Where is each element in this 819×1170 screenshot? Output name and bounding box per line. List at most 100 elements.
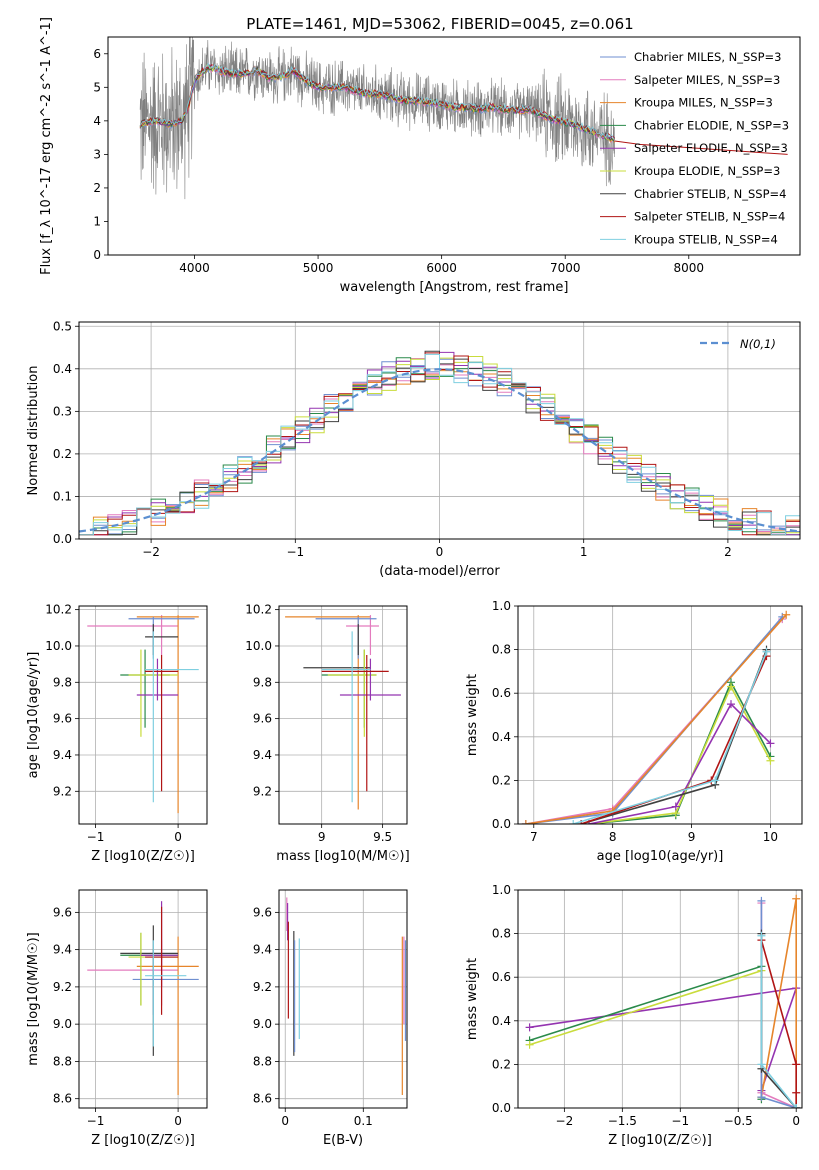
y-tick-label: 3: [93, 147, 101, 161]
plot-content-residuals: [79, 350, 800, 536]
histogram-kroupa-stelib: [79, 353, 800, 536]
normal-curve: [79, 368, 800, 533]
y-tick-label: 1: [93, 214, 101, 228]
y-tick-label: 8.6: [53, 1092, 72, 1106]
plot-content-spectrum: [139, 37, 788, 200]
x-tick-label: 6000: [426, 261, 457, 275]
x-tick-label: 0: [281, 1114, 289, 1128]
legend-label: Chabrier MILES, N_SSP=3: [634, 50, 781, 64]
x-tick-label: −2: [556, 1114, 574, 1128]
axes-frame: [517, 605, 803, 825]
model-line-late: [614, 140, 788, 155]
plot-content-weight_vs_age: [521, 610, 791, 824]
axes-frame: [107, 36, 801, 256]
y-tick-label: 9.0: [53, 1017, 72, 1031]
y-tick-label: 9.6: [253, 712, 272, 726]
x-tick-label: 0.1: [354, 1114, 373, 1128]
weight-line-chabrier-miles: [525, 616, 783, 824]
marker-salpeter-elodie: [525, 1023, 534, 1032]
marker-kroupa-stelib: [792, 1104, 801, 1108]
x-axis-label: mass [log10(M/M☉)]: [276, 849, 409, 864]
x-tick-label: 7000: [550, 261, 581, 275]
y-tick-label: 8.6: [253, 1092, 272, 1106]
marker-kroupa-elodie: [766, 756, 775, 765]
marker-kroupa-stelib: [569, 820, 578, 824]
model-line-kroupa-stelib: [139, 62, 615, 141]
plot-age_vs_z: −1 0 9.2 9.4 9.6 9.8 10.0 10.2 Z [log10(Z/Z☉)] ag…: [26, 603, 208, 864]
y-tick-label: 9.6: [53, 712, 72, 726]
x-tick-label: 0: [174, 830, 182, 844]
legend-label-normal: N(0,1): [740, 337, 776, 351]
plot-mass_vs_z: −1 0 8.6 8.8 9.0 9.2 9.4 9.6 Z [log10(Z/Z☉)] mass…: [26, 889, 208, 1148]
x-axis-label: Z [log10(Z/Z☉)]: [91, 1133, 195, 1148]
x-tick-label: 4000: [179, 261, 210, 275]
y-tick-label: 10.0: [245, 639, 272, 653]
marker-kroupa-elodie: [727, 682, 735, 691]
x-tick-label: −1.5: [608, 1114, 637, 1128]
legend: Chabrier MILES, N_SSP=3 Salpeter MILES, N…: [600, 50, 789, 246]
plot-weight_vs_age: 7 8 9 10 0.0 0.2 0.4 0.6 0.8 1.0 age [log10(age/yr…: [465, 599, 803, 864]
marker-kroupa-stelib: [757, 931, 766, 940]
x-tick-label: 5000: [303, 261, 334, 275]
y-tick-label: 0.2: [53, 447, 72, 461]
x-tick-label: −1: [286, 545, 304, 559]
y-tick-label: 0.6: [492, 970, 511, 984]
marker-kroupa-stelib: [711, 776, 720, 785]
y-tick-label: 9.2: [53, 784, 72, 798]
plot-weight_vs_z: −2 −1.5 −1 −0.5 0 0.0 0.2 0.4 0.6 0.8 1.0 Z [log10(…: [465, 883, 803, 1148]
x-tick-label: 9.5: [373, 830, 392, 844]
plot-spectrum: 4000 5000 6000 7000 8000 0 1 2 3 4 5 6 wavelength [A…: [39, 17, 801, 295]
y-axis-label: mass weight: [465, 674, 480, 756]
spectrum-data-line: [139, 37, 615, 200]
y-tick-label: 1.0: [492, 883, 511, 897]
axes-frame: [517, 889, 803, 1109]
legend-label: Chabrier ELODIE, N_SSP=3: [634, 118, 789, 132]
y-tick-label: 6: [93, 47, 101, 61]
marker-kroupa-stelib: [757, 1060, 766, 1069]
x-tick-label: 9: [688, 830, 696, 844]
y-tick-label: 9.4: [53, 748, 72, 762]
y-tick-label: 8.8: [253, 1054, 272, 1068]
y-tick-label: 0.3: [53, 404, 72, 418]
weight-line-salpeter-elodie: [529, 987, 798, 1091]
x-axis-label: E(B-V): [323, 1133, 363, 1148]
axes-frame: [78, 889, 208, 1109]
y-tick-label: 9.6: [53, 905, 72, 919]
y-tick-label: 0.0: [53, 532, 72, 546]
y-tick-label: 10.2: [45, 603, 72, 617]
y-axis-label: Normed distribution: [26, 366, 41, 496]
y-tick-label: 0.2: [492, 1057, 511, 1071]
y-tick-label: 10.0: [45, 639, 72, 653]
plot-mass_vs_ebv: 0 0.1 8.6 8.8 9.0 9.2 9.4 9.6 E(B-V): [253, 889, 408, 1148]
y-tick-label: 0.6: [492, 686, 511, 700]
marker-salpeter-stelib: [792, 1088, 801, 1097]
x-tick-label: 8000: [674, 261, 705, 275]
marker-salpeter-elodie: [727, 700, 735, 709]
y-tick-label: 9.2: [253, 784, 272, 798]
y-tick-label: 0.4: [492, 1014, 511, 1028]
x-axis-label: wavelength [Angstrom, rest frame]: [340, 280, 569, 295]
marker-kroupa-stelib: [762, 647, 771, 656]
legend-label: Kroupa ELODIE, N_SSP=3: [634, 164, 780, 178]
x-tick-label: 8: [609, 830, 617, 844]
x-tick-label: −1: [671, 1114, 689, 1128]
legend-label: Salpeter STELIB, N_SSP=4: [634, 210, 785, 224]
y-tick-label: 0.0: [492, 817, 511, 831]
axes-frame: [278, 889, 408, 1109]
y-tick-label: 0.0: [492, 1101, 511, 1115]
plot-content-weight_vs_z: [525, 894, 801, 1108]
marker-chabrier-miles: [757, 896, 766, 905]
y-tick-label: 9.4: [253, 748, 272, 762]
weight-line-salpeter-stelib: [760, 939, 797, 1108]
marker-salpeter-stelib: [792, 1060, 801, 1069]
x-tick-label: 9: [318, 830, 326, 844]
y-tick-label: 9.2: [253, 980, 272, 994]
y-tick-label: 2: [93, 181, 101, 195]
y-tick-label: 0.5: [53, 319, 72, 333]
marker-chabrier-miles: [757, 1093, 766, 1102]
x-tick-label: −1: [87, 830, 105, 844]
x-tick-label: −2: [142, 545, 160, 559]
y-tick-label: 0.4: [53, 362, 72, 376]
marker-kroupa-miles: [521, 820, 530, 824]
